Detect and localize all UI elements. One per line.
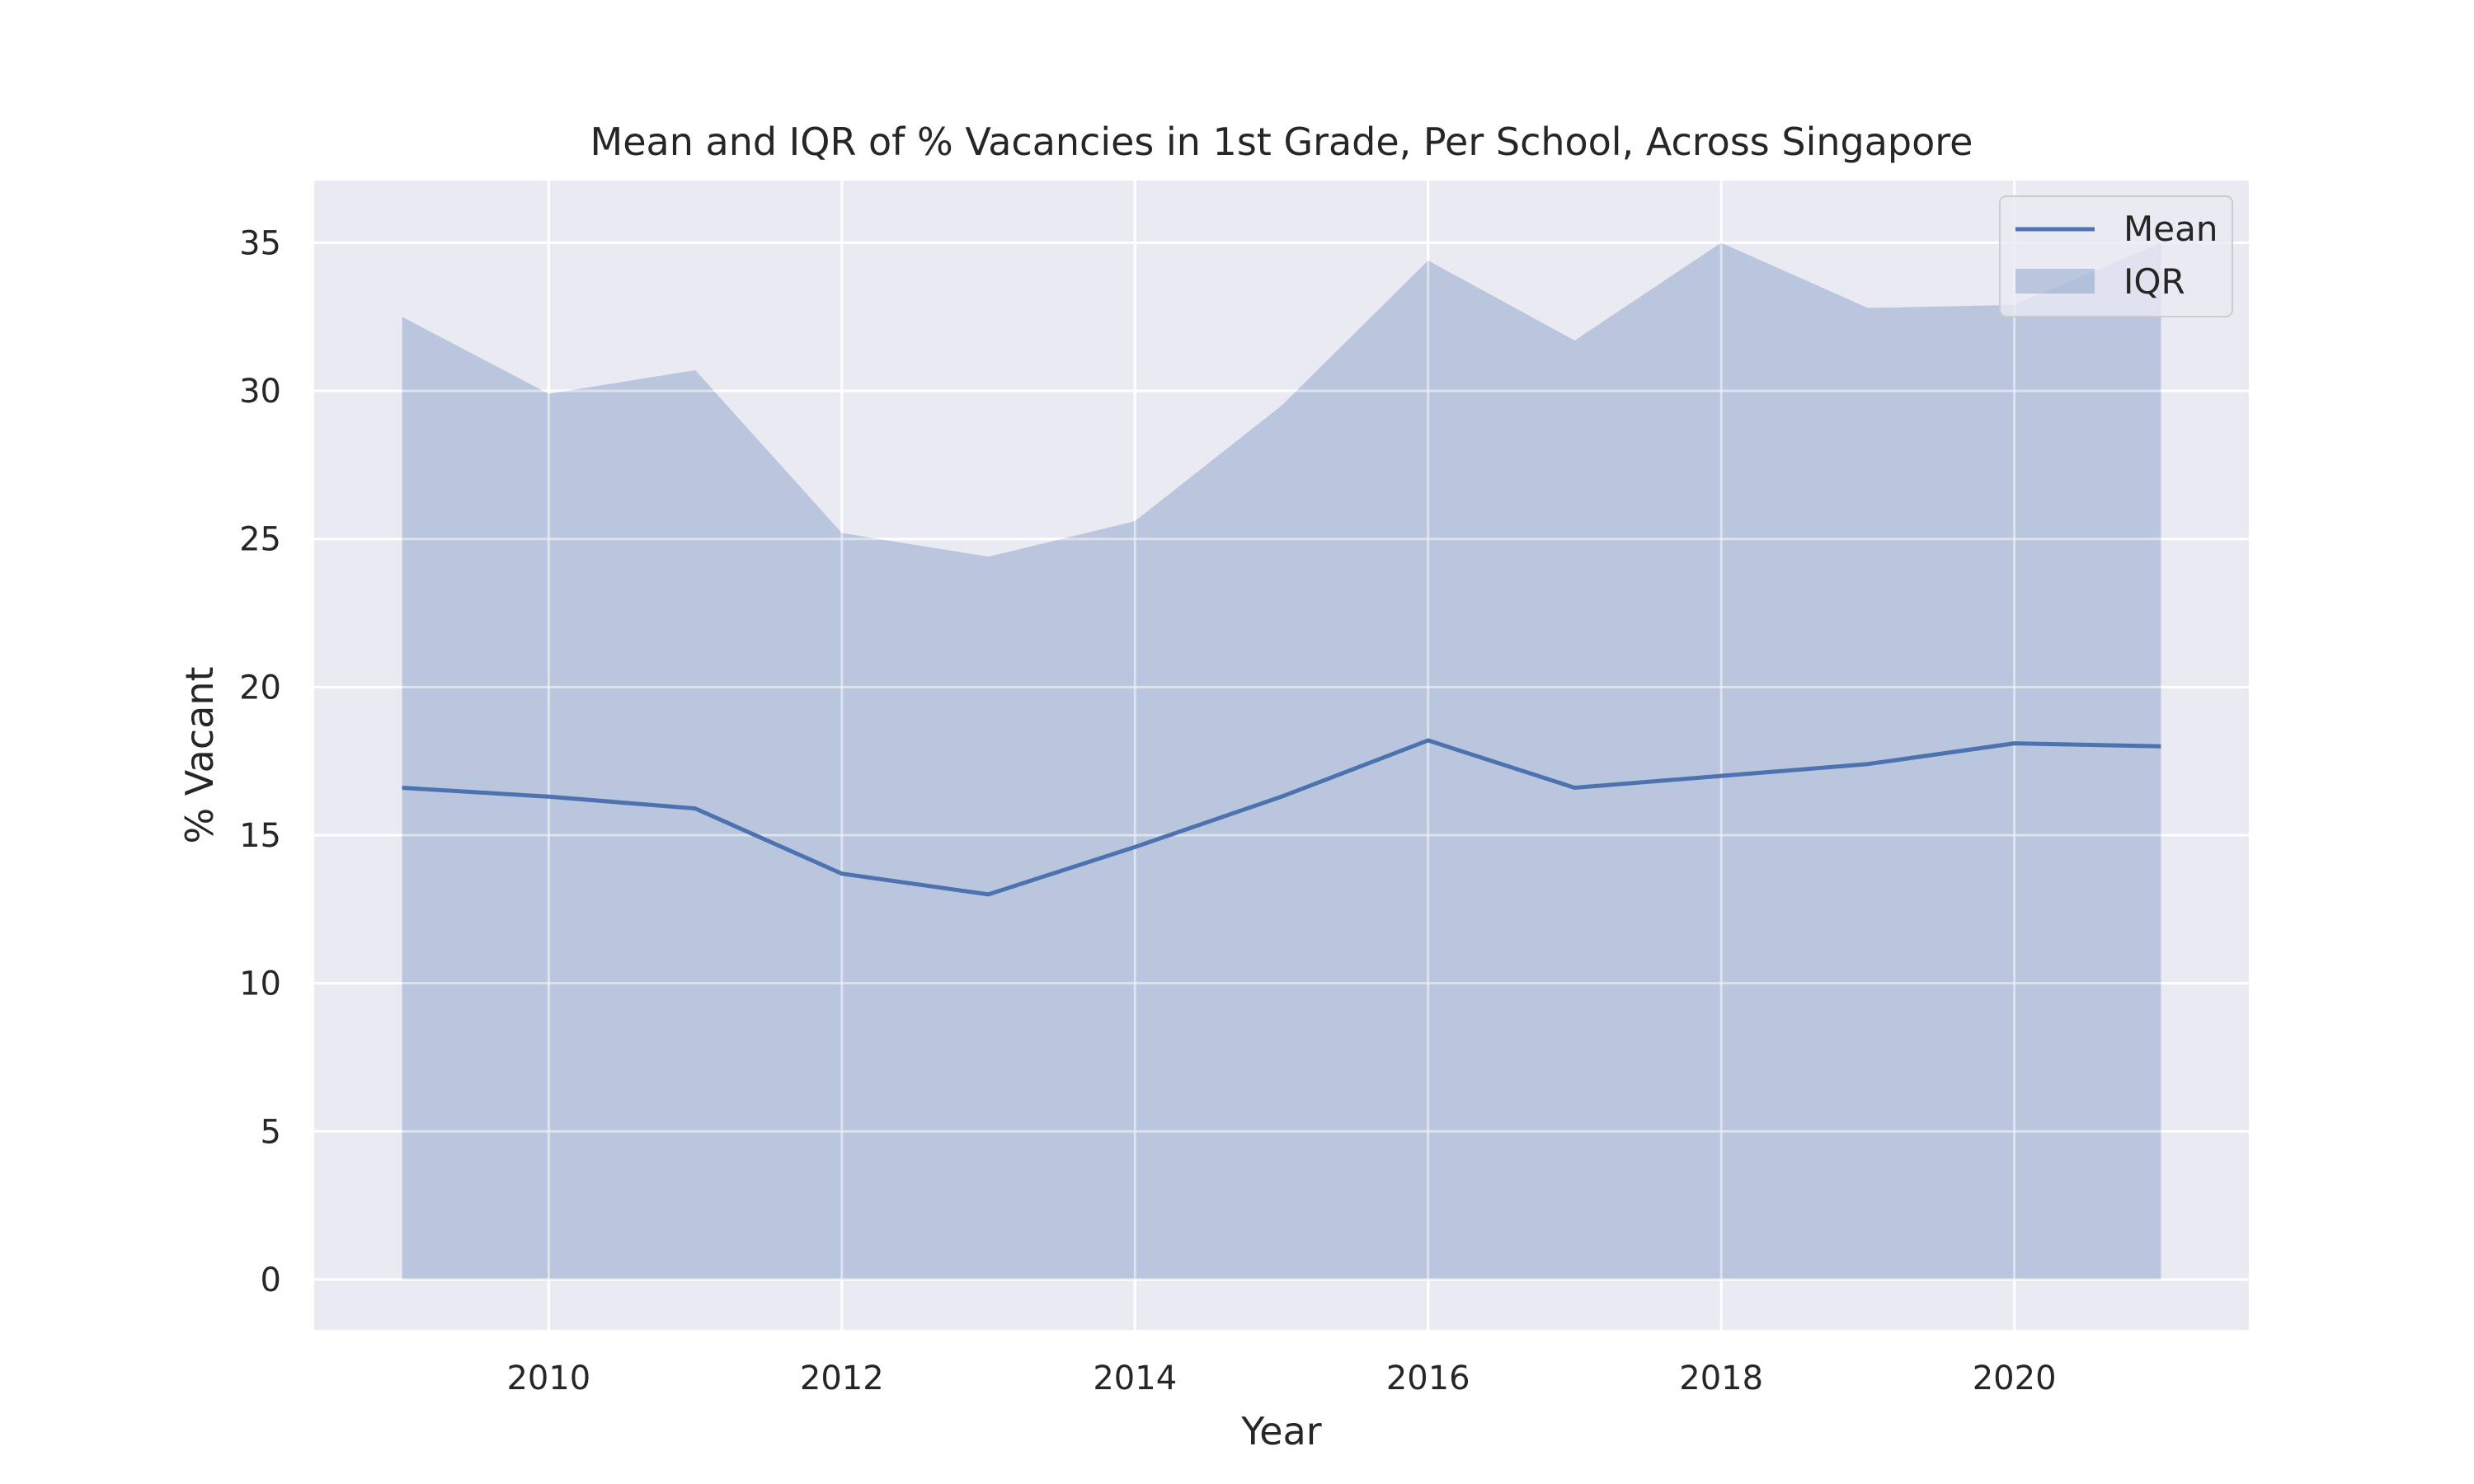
x-tick-labels: 2010 2012 2014 2016 2018 2020 <box>506 1360 2056 1397</box>
y-tick-label-5: 5 <box>261 1113 281 1151</box>
y-tick-label-30: 30 <box>239 373 281 411</box>
y-gridlines-over-band <box>314 241 2249 1281</box>
legend-mean-label: Mean <box>2124 209 2218 249</box>
y-tick-label-10: 10 <box>239 965 281 1003</box>
x-tick-label-2018: 2018 <box>1679 1360 1763 1397</box>
y-tick-label-15: 15 <box>239 817 281 855</box>
y-tick-labels: 0 5 10 15 20 25 30 35 <box>239 224 281 1298</box>
y-tick-label-35: 35 <box>239 224 281 262</box>
x-tick-label-2016: 2016 <box>1386 1360 1470 1397</box>
legend-iqr-label: IQR <box>2124 261 2185 302</box>
x-gridlines-over-band <box>547 181 2016 1330</box>
x-axis-label: Year <box>1240 1409 1321 1453</box>
y-tick-label-20: 20 <box>239 669 281 707</box>
iqr-band <box>402 242 2161 1280</box>
y-axis-label: % Vacant <box>177 666 222 843</box>
x-gridlines <box>547 181 2016 1330</box>
x-tick-label-2010: 2010 <box>506 1360 590 1397</box>
y-tick-label-25: 25 <box>239 521 281 559</box>
x-tick-label-2014: 2014 <box>1093 1360 1177 1397</box>
x-tick-label-2020: 2020 <box>1973 1360 2057 1397</box>
legend-box <box>1999 195 2233 317</box>
y-gridlines <box>314 241 2249 1281</box>
x-tick-label-2012: 2012 <box>800 1360 884 1397</box>
legend: Mean IQR <box>1999 195 2233 317</box>
legend-iqr-swatch <box>2015 269 2095 294</box>
y-tick-label-0: 0 <box>261 1261 281 1299</box>
chart-title: Mean and IQR of % Vacancies in 1st Grade… <box>590 120 1973 164</box>
mean-line <box>402 738 2161 897</box>
